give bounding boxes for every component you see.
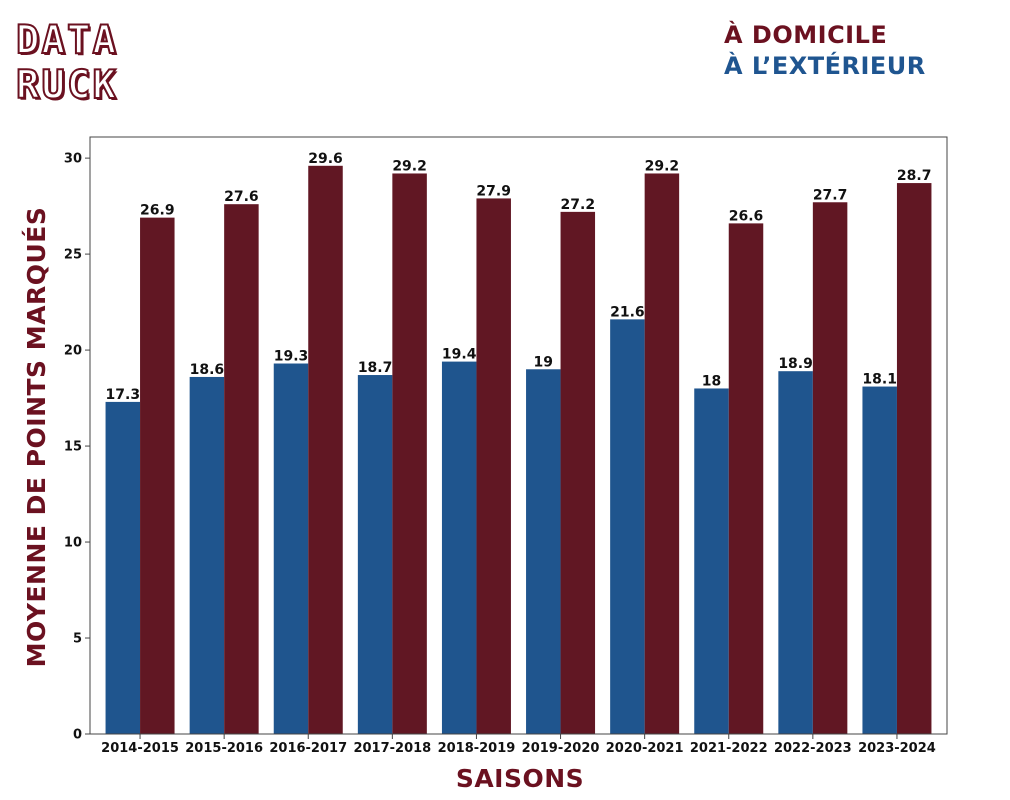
bar-value-label: 27.9 xyxy=(476,183,511,199)
bar xyxy=(140,217,175,735)
bar-value-label: 18 xyxy=(702,373,721,389)
bar-value-label: 17.3 xyxy=(106,387,141,403)
bar xyxy=(357,375,393,734)
y-tick-label: 0 xyxy=(73,728,82,743)
y-axis-title: MOYENNE DE POINTS MARQUÉS xyxy=(22,207,51,668)
bar-value-label: 29.6 xyxy=(308,151,343,167)
bar xyxy=(896,183,932,734)
bar xyxy=(392,173,427,735)
x-tick-label: 2020-2021 xyxy=(606,741,684,756)
bar xyxy=(778,371,813,734)
x-axis-title: SAISONS xyxy=(456,764,584,793)
bar xyxy=(610,319,645,734)
bar-value-label: 19 xyxy=(534,354,553,370)
x-tick-label: 2016-2017 xyxy=(269,741,347,756)
y-tick-label: 20 xyxy=(64,344,82,359)
chart-marks: 17.3 18.6 19.3 18.7 19.4 19 21.6 18 18.9 18.1 26.9… xyxy=(105,151,932,735)
bar xyxy=(273,363,309,734)
bar-value-label: 18.6 xyxy=(190,362,225,378)
bar xyxy=(526,369,561,734)
bar-value-label: 27.2 xyxy=(561,197,596,213)
y-tick-label: 5 xyxy=(73,632,82,647)
bar-value-label: 27.7 xyxy=(813,187,848,203)
y-tick-label: 30 xyxy=(64,152,82,167)
bar-value-label: 29.2 xyxy=(392,158,427,174)
bar-value-label: 19.3 xyxy=(274,349,309,365)
bar-value-label: 26.9 xyxy=(140,203,175,219)
bar xyxy=(105,401,141,734)
bar xyxy=(308,165,343,735)
bar xyxy=(476,198,511,734)
x-axis: 2014-2015 2015-2016 2016-2017 2017-2018 2018… xyxy=(101,734,936,756)
brand-logo: DATA RUCK xyxy=(15,17,118,109)
bar xyxy=(694,388,729,734)
bar xyxy=(441,361,477,734)
y-tick-label: 15 xyxy=(64,440,82,455)
bar-value-label: 19.4 xyxy=(442,347,477,363)
x-tick-label: 2018-2019 xyxy=(438,741,516,756)
brand-line-1: DATA xyxy=(15,17,118,64)
bar xyxy=(644,173,680,735)
brand-line-2: RUCK xyxy=(15,62,118,109)
x-tick-label: 2023-2024 xyxy=(858,741,936,756)
bar-value-label: 26.6 xyxy=(729,208,764,224)
bar-value-label: 18.7 xyxy=(358,360,393,376)
x-tick-label: 2014-2015 xyxy=(101,741,179,756)
x-tick-label: 2015-2016 xyxy=(185,741,263,756)
bar-value-label: 18.1 xyxy=(862,372,897,388)
x-tick-label: 2017-2018 xyxy=(353,741,431,756)
x-tick-label: 2021-2022 xyxy=(690,741,768,756)
plot-frame xyxy=(89,136,948,735)
legend-home: À DOMICILE xyxy=(724,21,888,49)
x-tick-label: 2022-2023 xyxy=(774,741,852,756)
x-tick-label: 2019-2020 xyxy=(522,741,600,756)
bar xyxy=(560,211,596,735)
bar-value-label: 21.6 xyxy=(610,304,645,320)
y-tick-label: 25 xyxy=(64,248,82,263)
legend-away: À L’EXTÉRIEUR xyxy=(724,52,926,80)
chart-legend: À DOMICILE À L’EXTÉRIEUR xyxy=(724,20,926,82)
bar xyxy=(728,223,764,734)
bar-value-label: 18.9 xyxy=(778,356,813,372)
bar xyxy=(189,376,225,734)
bar xyxy=(862,386,897,734)
bar-value-label: 29.2 xyxy=(645,158,680,174)
y-tick-label: 10 xyxy=(64,536,82,551)
bar-value-label: 28.7 xyxy=(897,168,932,184)
bar-value-label: 27.6 xyxy=(224,189,259,205)
bar xyxy=(224,204,259,734)
y-axis: 0 5 10 15 20 25 30 xyxy=(64,152,90,743)
bar xyxy=(812,202,848,735)
